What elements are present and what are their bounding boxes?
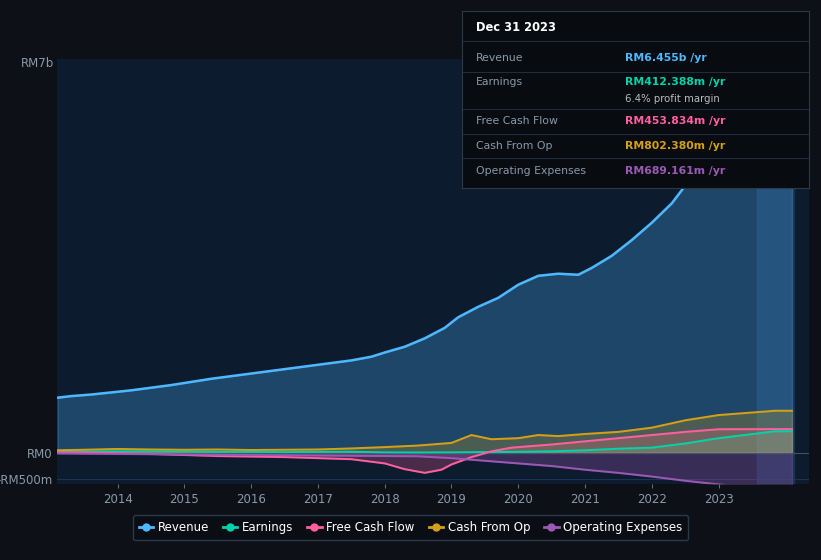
Text: Dec 31 2023: Dec 31 2023 xyxy=(476,21,556,34)
Bar xyxy=(757,59,794,484)
Text: Operating Expenses: Operating Expenses xyxy=(476,166,586,176)
Legend: Revenue, Earnings, Free Cash Flow, Cash From Op, Operating Expenses: Revenue, Earnings, Free Cash Flow, Cash … xyxy=(133,515,688,540)
Text: RM453.834m /yr: RM453.834m /yr xyxy=(625,116,726,127)
Text: RM6.455b /yr: RM6.455b /yr xyxy=(625,53,707,63)
Text: Earnings: Earnings xyxy=(476,77,523,87)
Text: RM689.161m /yr: RM689.161m /yr xyxy=(625,166,725,176)
Text: 6.4% profit margin: 6.4% profit margin xyxy=(625,95,720,104)
Text: RM412.388m /yr: RM412.388m /yr xyxy=(625,77,726,87)
Text: Revenue: Revenue xyxy=(476,53,524,63)
Text: Cash From Op: Cash From Op xyxy=(476,141,553,151)
Text: RM802.380m /yr: RM802.380m /yr xyxy=(625,141,725,151)
Text: Free Cash Flow: Free Cash Flow xyxy=(476,116,558,127)
Text: RM7b: RM7b xyxy=(21,57,53,70)
